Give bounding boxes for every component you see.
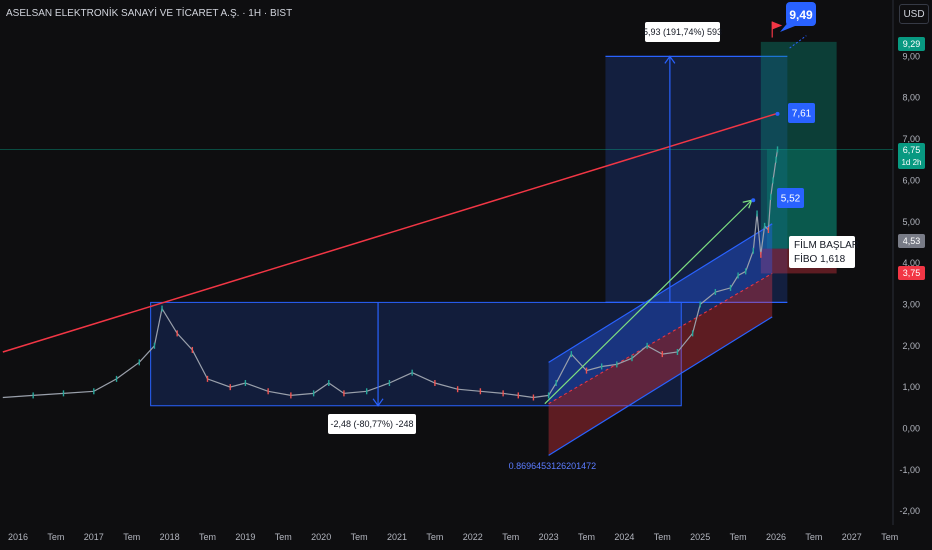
x-tick-label: 2018	[160, 532, 180, 542]
gray-price-label-bg	[898, 234, 925, 248]
x-tick-label: Tem	[426, 532, 443, 542]
callout-top-tail	[780, 20, 800, 32]
target-price-label: 9,29	[903, 39, 921, 49]
x-tick-label: 2022	[463, 532, 483, 542]
x-tick-label: Tem	[654, 532, 671, 542]
callout-low-label-bg	[777, 188, 804, 208]
y-tick-label: 0,00	[902, 424, 920, 434]
x-tick-label: Tem	[578, 532, 595, 542]
x-tick-label: Tem	[805, 532, 822, 542]
x-tick-label: Tem	[351, 532, 368, 542]
note-line-2: FİBO 1,618	[794, 252, 846, 265]
y-tick-label: 5,00	[902, 217, 920, 227]
measure-up-label-bg	[645, 22, 720, 42]
x-tick-label: Tem	[199, 532, 216, 542]
y-tick-label: 2,00	[902, 341, 920, 351]
note-box	[789, 236, 855, 268]
y-tick-label: 8,00	[902, 93, 920, 103]
y-tick-label: 3,00	[902, 299, 920, 309]
x-tick-label: Tem	[502, 532, 519, 542]
measure-down-arrowhead	[372, 398, 384, 407]
trend-line	[2, 113, 777, 353]
x-tick-label: 2024	[614, 532, 634, 542]
x-tick-label: Tem	[47, 532, 64, 542]
x-tick-label: Tem	[275, 532, 292, 542]
channel-lower-fill	[548, 273, 773, 456]
callout-top-bg	[786, 2, 816, 26]
projection-arrow	[544, 199, 753, 405]
y-tick-label: 1,00	[902, 382, 920, 392]
channel-upper-fill	[548, 223, 773, 404]
x-tick-label: 2019	[235, 532, 255, 542]
gray-price-label: 4,53	[903, 236, 921, 246]
x-tick-label: 2023	[539, 532, 559, 542]
callout-low-dot	[751, 198, 756, 203]
y-tick-label: -1,00	[899, 465, 920, 475]
current-countdown-label: 1d 2h	[901, 158, 921, 167]
callout-top-connector	[789, 35, 807, 49]
note-line-1: FİLM BAŞLAR	[794, 238, 859, 251]
x-tick-label: 2025	[690, 532, 710, 542]
flag-icon	[772, 21, 783, 30]
y-tick-label: 9,00	[902, 51, 920, 61]
currency-button[interactable]: USD	[899, 4, 929, 24]
x-tick-label: 2017	[84, 532, 104, 542]
callout-low-label: 5,52	[781, 194, 801, 205]
y-tick-label: 6,00	[902, 175, 920, 185]
stop-price-label-bg	[898, 266, 925, 280]
x-tick-label: 2020	[311, 532, 331, 542]
channel-origin-label: 0.8696453126201472	[509, 461, 597, 471]
x-tick-label: Tem	[730, 532, 747, 542]
x-tick-label: 2021	[387, 532, 407, 542]
stop-price-label: 3,75	[903, 268, 921, 278]
y-tick-label: 4,00	[902, 258, 920, 268]
callout-mid-dot	[775, 111, 780, 116]
callout-mid-label-bg	[788, 103, 815, 123]
channel-top-line	[548, 223, 773, 363]
callout-mid-label: 7,61	[792, 109, 812, 120]
y-tick-label: -2,00	[899, 506, 920, 516]
x-tick-label: 2026	[766, 532, 786, 542]
measure-up-arrowhead	[664, 55, 676, 64]
measure-down-zone	[150, 301, 682, 407]
x-tick-label: 2027	[842, 532, 862, 542]
target-zone	[760, 41, 837, 249]
measure-down-label: -2,48 (-80,77%) -248	[330, 419, 413, 429]
current-price-bg	[898, 143, 925, 169]
channel-mid-line	[548, 273, 773, 405]
chart-title: ASELSAN ELEKTRONİK SANAYİ VE TİCARET A.Ş…	[6, 8, 293, 19]
current-price-label: 6,75	[903, 145, 921, 155]
y-tick-label: 7,00	[902, 134, 920, 144]
channel-bottom-line	[548, 316, 773, 456]
measure-up-label: 5,93 (191,74%) 593	[643, 27, 722, 37]
x-tick-label: Tem	[123, 532, 140, 542]
measure-up-zone	[605, 56, 788, 303]
price-line	[2, 149, 779, 399]
x-tick-label: 2016	[8, 532, 28, 542]
target-price-label-bg	[898, 37, 925, 51]
x-tick-label: Tem	[881, 532, 898, 542]
measure-down-label-bg	[328, 414, 416, 434]
callout-top-label: 9,49	[789, 8, 813, 22]
